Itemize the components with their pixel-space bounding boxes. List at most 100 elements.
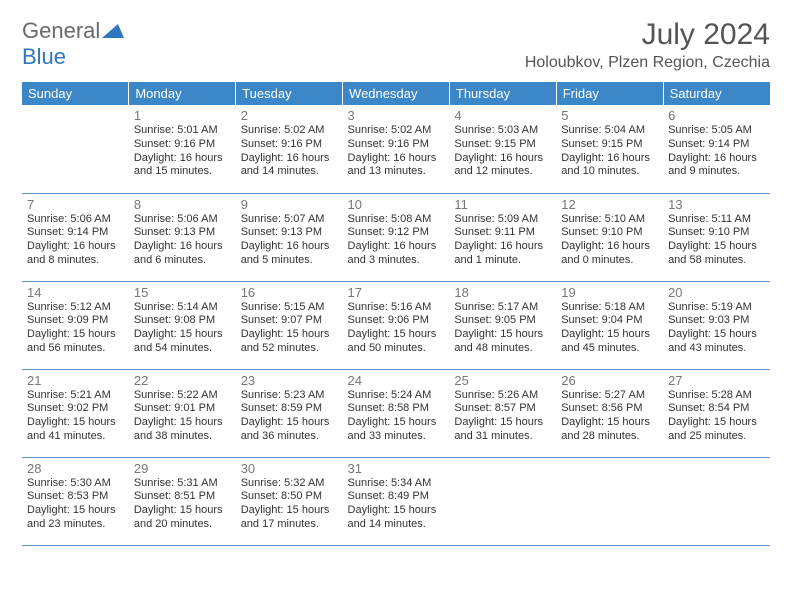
daylight-text: and 23 minutes.	[27, 518, 124, 532]
sunrise-text: Sunrise: 5:08 AM	[348, 213, 445, 227]
day-number: 27	[668, 373, 765, 388]
daylight-text: Daylight: 16 hours	[561, 152, 658, 166]
sunset-text: Sunset: 9:13 PM	[241, 226, 338, 240]
sunset-text: Sunset: 8:50 PM	[241, 490, 338, 504]
sunrise-text: Sunrise: 5:26 AM	[454, 389, 551, 403]
calendar-cell: 11Sunrise: 5:09 AMSunset: 9:11 PMDayligh…	[449, 193, 556, 281]
daylight-text: Daylight: 15 hours	[241, 416, 338, 430]
day-number: 15	[134, 285, 231, 300]
sunrise-text: Sunrise: 5:05 AM	[668, 124, 765, 138]
daylight-text: and 54 minutes.	[134, 342, 231, 356]
day-number: 31	[348, 461, 445, 476]
daylight-text: and 50 minutes.	[348, 342, 445, 356]
sunset-text: Sunset: 9:08 PM	[134, 314, 231, 328]
calendar-cell: 23Sunrise: 5:23 AMSunset: 8:59 PMDayligh…	[236, 369, 343, 457]
sunrise-text: Sunrise: 5:01 AM	[134, 124, 231, 138]
sunrise-text: Sunrise: 5:30 AM	[27, 477, 124, 491]
sunrise-text: Sunrise: 5:19 AM	[668, 301, 765, 315]
col-wednesday: Wednesday	[343, 82, 450, 105]
daylight-text: and 5 minutes.	[241, 254, 338, 268]
daylight-text: and 10 minutes.	[561, 165, 658, 179]
daylight-text: and 20 minutes.	[134, 518, 231, 532]
day-number: 3	[348, 108, 445, 123]
day-number: 5	[561, 108, 658, 123]
daylight-text: Daylight: 15 hours	[348, 416, 445, 430]
sunrise-text: Sunrise: 5:15 AM	[241, 301, 338, 315]
sunset-text: Sunset: 9:10 PM	[668, 226, 765, 240]
calendar-cell: 16Sunrise: 5:15 AMSunset: 9:07 PMDayligh…	[236, 281, 343, 369]
day-number: 29	[134, 461, 231, 476]
calendar-cell: 14Sunrise: 5:12 AMSunset: 9:09 PMDayligh…	[22, 281, 129, 369]
calendar-cell: 6Sunrise: 5:05 AMSunset: 9:14 PMDaylight…	[663, 105, 770, 193]
sunrise-text: Sunrise: 5:06 AM	[134, 213, 231, 227]
sunset-text: Sunset: 9:13 PM	[134, 226, 231, 240]
sunset-text: Sunset: 9:16 PM	[348, 138, 445, 152]
calendar-cell: 19Sunrise: 5:18 AMSunset: 9:04 PMDayligh…	[556, 281, 663, 369]
calendar-cell: 3Sunrise: 5:02 AMSunset: 9:16 PMDaylight…	[343, 105, 450, 193]
calendar-week: 14Sunrise: 5:12 AMSunset: 9:09 PMDayligh…	[22, 281, 770, 369]
calendar-cell: 18Sunrise: 5:17 AMSunset: 9:05 PMDayligh…	[449, 281, 556, 369]
calendar-cell: 24Sunrise: 5:24 AMSunset: 8:58 PMDayligh…	[343, 369, 450, 457]
daylight-text: Daylight: 15 hours	[241, 504, 338, 518]
calendar-cell: 8Sunrise: 5:06 AMSunset: 9:13 PMDaylight…	[129, 193, 236, 281]
daylight-text: Daylight: 15 hours	[134, 504, 231, 518]
sunset-text: Sunset: 9:14 PM	[27, 226, 124, 240]
day-number: 9	[241, 197, 338, 212]
calendar-cell: 17Sunrise: 5:16 AMSunset: 9:06 PMDayligh…	[343, 281, 450, 369]
calendar-week: 28Sunrise: 5:30 AMSunset: 8:53 PMDayligh…	[22, 457, 770, 545]
daylight-text: Daylight: 16 hours	[241, 152, 338, 166]
calendar-cell	[556, 457, 663, 545]
sunset-text: Sunset: 8:54 PM	[668, 402, 765, 416]
sunrise-text: Sunrise: 5:12 AM	[27, 301, 124, 315]
daylight-text: Daylight: 16 hours	[561, 240, 658, 254]
daylight-text: Daylight: 16 hours	[241, 240, 338, 254]
daylight-text: Daylight: 15 hours	[561, 328, 658, 342]
daylight-text: Daylight: 15 hours	[348, 328, 445, 342]
daylight-text: Daylight: 16 hours	[668, 152, 765, 166]
daylight-text: and 38 minutes.	[134, 430, 231, 444]
calendar-cell: 22Sunrise: 5:22 AMSunset: 9:01 PMDayligh…	[129, 369, 236, 457]
calendar-cell: 20Sunrise: 5:19 AMSunset: 9:03 PMDayligh…	[663, 281, 770, 369]
day-number: 25	[454, 373, 551, 388]
logo-triangle-icon	[102, 24, 124, 43]
daylight-text: and 0 minutes.	[561, 254, 658, 268]
calendar-cell: 31Sunrise: 5:34 AMSunset: 8:49 PMDayligh…	[343, 457, 450, 545]
calendar-cell: 27Sunrise: 5:28 AMSunset: 8:54 PMDayligh…	[663, 369, 770, 457]
daylight-text: Daylight: 15 hours	[668, 328, 765, 342]
calendar-week: 7Sunrise: 5:06 AMSunset: 9:14 PMDaylight…	[22, 193, 770, 281]
daylight-text: and 33 minutes.	[348, 430, 445, 444]
sunset-text: Sunset: 9:03 PM	[668, 314, 765, 328]
calendar-cell: 7Sunrise: 5:06 AMSunset: 9:14 PMDaylight…	[22, 193, 129, 281]
sunset-text: Sunset: 8:49 PM	[348, 490, 445, 504]
daylight-text: and 3 minutes.	[348, 254, 445, 268]
daylight-text: Daylight: 15 hours	[454, 416, 551, 430]
header: General Blue July 2024 Holoubkov, Plzen …	[22, 18, 770, 72]
day-number: 21	[27, 373, 124, 388]
sunrise-text: Sunrise: 5:22 AM	[134, 389, 231, 403]
calendar-body: 1Sunrise: 5:01 AMSunset: 9:16 PMDaylight…	[22, 105, 770, 545]
col-monday: Monday	[129, 82, 236, 105]
day-number: 22	[134, 373, 231, 388]
daylight-text: and 13 minutes.	[348, 165, 445, 179]
day-number: 8	[134, 197, 231, 212]
sunrise-text: Sunrise: 5:18 AM	[561, 301, 658, 315]
sunrise-text: Sunrise: 5:23 AM	[241, 389, 338, 403]
logo-blue: Blue	[22, 44, 66, 69]
location: Holoubkov, Plzen Region, Czechia	[525, 54, 770, 72]
sunrise-text: Sunrise: 5:02 AM	[348, 124, 445, 138]
day-number: 4	[454, 108, 551, 123]
sunset-text: Sunset: 9:16 PM	[241, 138, 338, 152]
day-number: 23	[241, 373, 338, 388]
daylight-text: and 9 minutes.	[668, 165, 765, 179]
sunrise-text: Sunrise: 5:31 AM	[134, 477, 231, 491]
calendar-cell: 26Sunrise: 5:27 AMSunset: 8:56 PMDayligh…	[556, 369, 663, 457]
day-number: 12	[561, 197, 658, 212]
sunset-text: Sunset: 9:15 PM	[561, 138, 658, 152]
logo-general: General	[22, 18, 100, 43]
logo-text: General Blue	[22, 18, 124, 70]
daylight-text: and 52 minutes.	[241, 342, 338, 356]
calendar-cell: 29Sunrise: 5:31 AMSunset: 8:51 PMDayligh…	[129, 457, 236, 545]
col-friday: Friday	[556, 82, 663, 105]
sunset-text: Sunset: 9:04 PM	[561, 314, 658, 328]
sunrise-text: Sunrise: 5:34 AM	[348, 477, 445, 491]
